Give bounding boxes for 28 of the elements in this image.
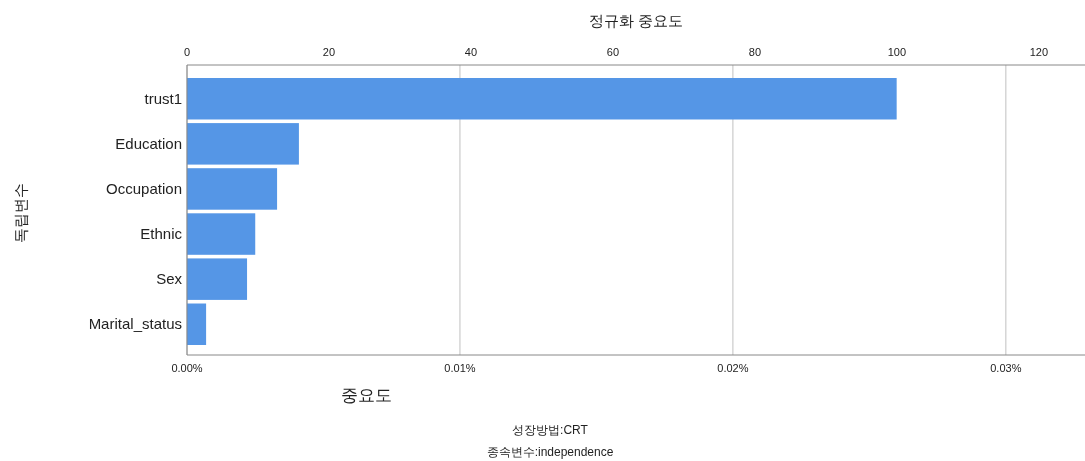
x2-tick-label: 0 [183, 46, 191, 58]
bar [187, 213, 256, 255]
x2-axis-title: 정규화 중요도 [588, 12, 684, 29]
x-tick-label: 0.02% [717, 362, 749, 374]
y-tick-label: Occupation [106, 179, 182, 197]
bar [187, 303, 207, 345]
x-tick-label: 0.03% [990, 362, 1022, 374]
y-tick-label: trust1 [144, 89, 182, 107]
bar [187, 78, 897, 120]
bar [187, 168, 278, 210]
x-tick-label: 0.01% [444, 362, 476, 374]
x2-tick-label: 120 [1029, 46, 1049, 58]
x2-tick-label: 100 [887, 46, 907, 58]
bar [187, 123, 299, 165]
y-tick-label: Ethnic [140, 225, 183, 243]
y-tick-label: Marital_status [88, 315, 182, 333]
x-axis-title: 중요도 [340, 386, 392, 405]
x2-tick-label: 80 [748, 46, 762, 58]
y-axis-title: 독립변수 [12, 183, 29, 243]
x2-tick-label: 20 [322, 46, 336, 58]
text: 종속변수:independence [486, 445, 614, 459]
y-tick-label: Education [115, 134, 182, 152]
y-tick-label: Sex [156, 270, 183, 288]
x2-tick-label: 60 [606, 46, 620, 58]
bar [187, 258, 248, 300]
x2-tick-label: 40 [464, 46, 478, 58]
text: 성장방법:CRT [512, 423, 589, 437]
x-tick-label: 0.00% [171, 362, 203, 374]
